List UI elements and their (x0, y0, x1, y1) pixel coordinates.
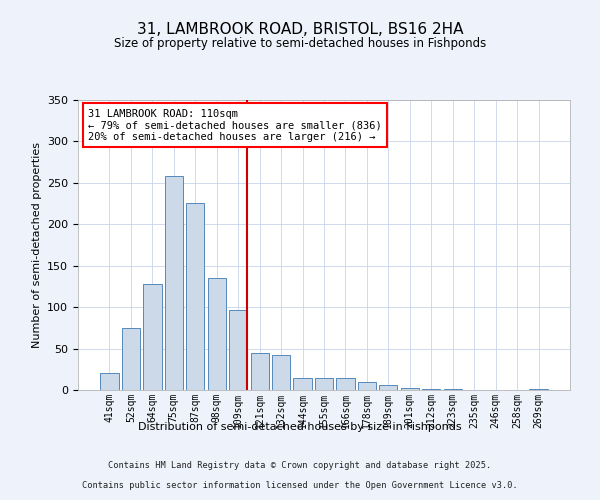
Text: Distribution of semi-detached houses by size in Fishponds: Distribution of semi-detached houses by … (138, 422, 462, 432)
Bar (422, 389, 440, 390)
Bar (251, 352, 269, 390)
Text: Contains public sector information licensed under the Open Government Licence v3: Contains public sector information licen… (82, 481, 518, 490)
Y-axis label: Number of semi-detached properties: Number of semi-detached properties (32, 142, 41, 348)
Text: 31 LAMBROOK ROAD: 110sqm
← 79% of semi-detached houses are smaller (836)
20% of : 31 LAMBROOK ROAD: 110sqm ← 79% of semi-d… (88, 108, 382, 142)
Bar (100, 374, 119, 390)
Bar (272, 355, 290, 390)
Bar (229, 310, 247, 390)
Bar (529, 389, 548, 390)
Bar (358, 382, 376, 390)
Bar (337, 378, 355, 390)
Bar (401, 388, 419, 390)
Bar (208, 278, 226, 390)
Text: Size of property relative to semi-detached houses in Fishponds: Size of property relative to semi-detach… (114, 38, 486, 51)
Bar (186, 202, 205, 390)
Bar (122, 328, 140, 390)
Bar (315, 378, 333, 390)
Bar (443, 389, 462, 390)
Text: Contains HM Land Registry data © Crown copyright and database right 2025.: Contains HM Land Registry data © Crown c… (109, 461, 491, 470)
Bar (143, 284, 161, 390)
Text: 31, LAMBROOK ROAD, BRISTOL, BS16 2HA: 31, LAMBROOK ROAD, BRISTOL, BS16 2HA (137, 22, 463, 38)
Bar (379, 385, 397, 390)
Bar (293, 378, 311, 390)
Bar (165, 176, 183, 390)
